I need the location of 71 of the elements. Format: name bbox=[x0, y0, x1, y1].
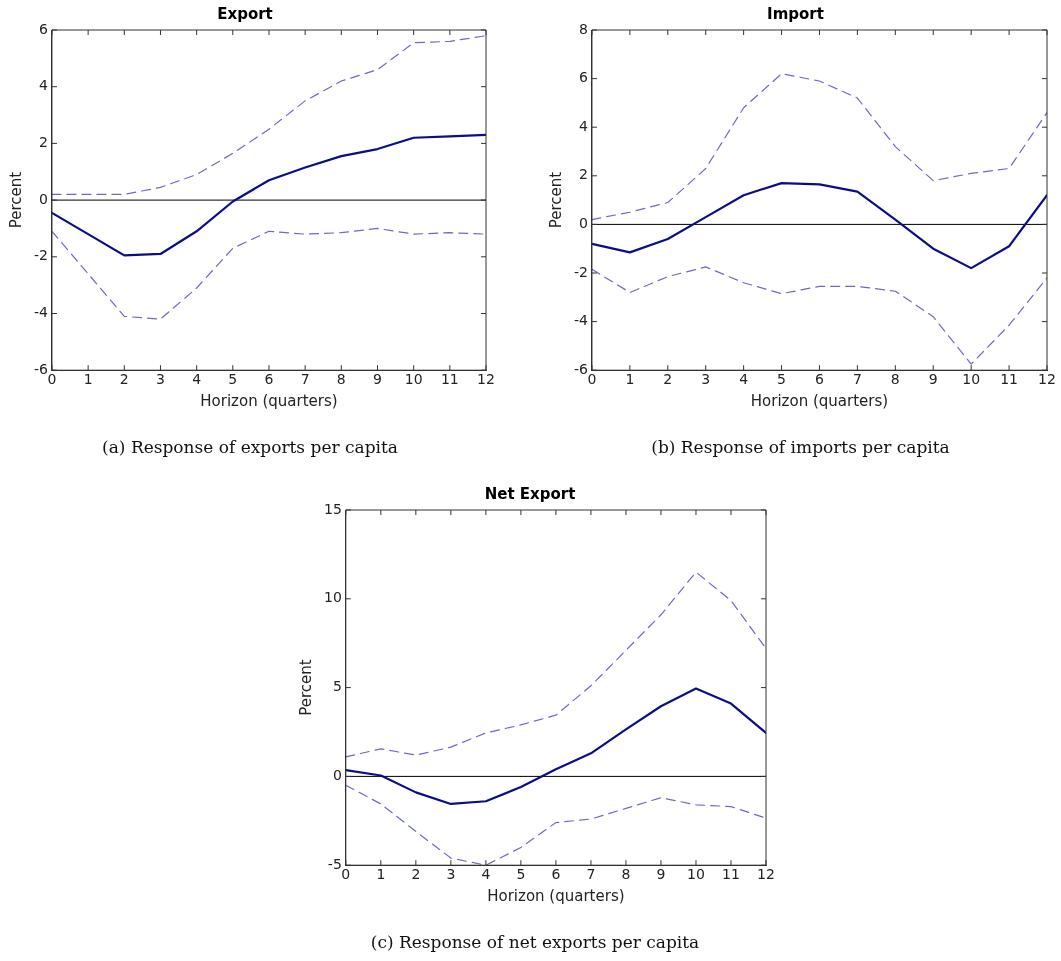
x-tick-label: 6 bbox=[264, 371, 274, 388]
x-tick-label: 11 bbox=[1000, 371, 1018, 388]
line-series bbox=[345, 571, 766, 758]
y-tick-label: 2 bbox=[579, 166, 588, 183]
x-tick-label: 11 bbox=[440, 371, 459, 388]
x-tick-label: 10 bbox=[404, 371, 423, 388]
y-tick-label: -2 bbox=[33, 247, 48, 264]
x-tick-label: 12 bbox=[477, 371, 495, 388]
y-axis-title: Percent bbox=[6, 171, 25, 229]
x-tick-label: 4 bbox=[192, 371, 202, 388]
x-tick-label: 6 bbox=[815, 371, 825, 388]
x-tick-label: 1 bbox=[376, 866, 386, 883]
x-tick-label: 5 bbox=[777, 371, 787, 388]
y-tick-label: -2 bbox=[573, 263, 588, 280]
x-tick-label: 10 bbox=[962, 371, 981, 388]
y-axis-title: Percent bbox=[296, 659, 315, 716]
x-tick-label: 2 bbox=[411, 866, 421, 883]
x-tick-label: 1 bbox=[83, 371, 93, 388]
chart-title: Import bbox=[767, 4, 824, 23]
text: (c) Response of net exports per capita bbox=[369, 932, 701, 952]
chart-title: Net Export bbox=[484, 484, 576, 503]
x-tick-label: 2 bbox=[119, 371, 129, 388]
x-tick-label: 9 bbox=[928, 371, 938, 388]
line-series bbox=[51, 35, 486, 196]
text: (a) Response of exports per capita bbox=[101, 437, 399, 457]
x-tick-label: 9 bbox=[373, 371, 382, 388]
y-tick-label: 4 bbox=[579, 117, 589, 134]
x-tick-label: 7 bbox=[852, 371, 862, 388]
x-tick-label: 2 bbox=[663, 371, 673, 388]
x-tick-label: 8 bbox=[890, 371, 900, 388]
y-tick-label: 0 bbox=[332, 767, 342, 784]
x-tick-label: 3 bbox=[446, 866, 456, 883]
y-tick-label: 6 bbox=[579, 69, 589, 86]
y-tick-label: 10 bbox=[323, 589, 342, 606]
y-tick-label: -5 bbox=[327, 855, 342, 872]
y-tick-label: 2 bbox=[39, 134, 48, 151]
x-axis-title: Horizon (quarters) bbox=[200, 391, 338, 410]
y-tick-label: 8 bbox=[579, 20, 588, 37]
x-tick-label: 3 bbox=[156, 371, 165, 388]
line-series bbox=[51, 227, 486, 320]
y-tick-label: -4 bbox=[33, 304, 49, 321]
x-tick-label: 4 bbox=[739, 371, 749, 388]
x-tick-label: 1 bbox=[625, 371, 635, 388]
y-tick-label: -6 bbox=[573, 360, 589, 377]
chart-title: Export bbox=[217, 4, 273, 23]
y-tick-label: 0 bbox=[579, 215, 588, 232]
y-axis-title: Percent bbox=[546, 171, 565, 229]
x-tick-label: 7 bbox=[300, 371, 310, 388]
x-tick-label: 5 bbox=[228, 371, 238, 388]
line-series bbox=[591, 73, 1047, 221]
x-tick-label: 5 bbox=[516, 866, 526, 883]
y-tick-label: 6 bbox=[39, 20, 49, 37]
x-tick-label: 7 bbox=[586, 866, 596, 883]
x-tick-label: 4 bbox=[481, 866, 491, 883]
x-tick-label: 12 bbox=[1038, 371, 1056, 388]
x-tick-label: 9 bbox=[656, 866, 666, 883]
x-axis-title: Horizon (quarters) bbox=[487, 886, 625, 905]
y-tick-label: 15 bbox=[323, 500, 342, 517]
x-tick-label: 10 bbox=[687, 866, 705, 883]
text: (b) Response of imports per capita bbox=[650, 437, 951, 457]
x-axis-title: Horizon (quarters) bbox=[750, 391, 889, 410]
x-tick-label: 12 bbox=[757, 866, 775, 883]
y-tick-label: -6 bbox=[33, 360, 49, 377]
x-tick-label: 8 bbox=[621, 866, 631, 883]
x-tick-label: 6 bbox=[551, 866, 561, 883]
x-tick-label: 3 bbox=[701, 371, 711, 388]
y-tick-label: 5 bbox=[332, 678, 342, 695]
y-tick-label: 4 bbox=[39, 77, 49, 94]
y-tick-label: -4 bbox=[573, 312, 589, 329]
x-tick-label: 11 bbox=[722, 866, 740, 883]
y-tick-label: 0 bbox=[39, 190, 48, 207]
